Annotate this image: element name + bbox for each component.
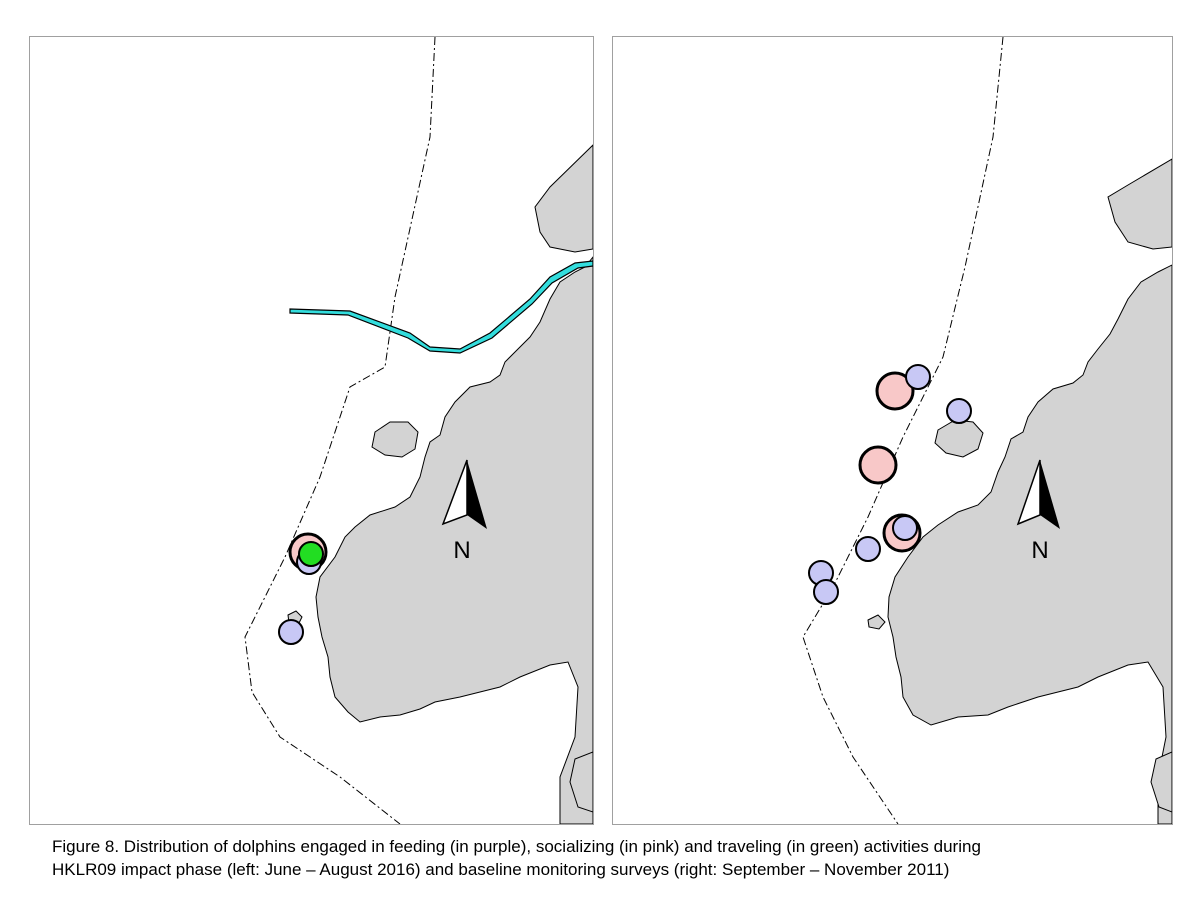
island-south xyxy=(569,751,593,813)
north-label: N xyxy=(453,537,470,564)
north-label: N xyxy=(1031,537,1048,564)
caption-line-2: HKLR09 impact phase (left: June – August… xyxy=(52,860,950,879)
sightings-right xyxy=(808,364,972,605)
sighting-feeding xyxy=(905,364,931,390)
sighting-feeding xyxy=(855,536,881,562)
peninsula xyxy=(934,419,984,458)
sighting-socializing xyxy=(875,371,915,411)
survey-boundary xyxy=(802,37,1004,824)
bridge-alignment xyxy=(289,260,593,354)
sightings-left xyxy=(278,532,328,645)
sighting-feeding xyxy=(813,579,839,605)
north-arrow: N xyxy=(441,459,487,564)
map-left-canvas: N xyxy=(244,37,593,824)
map-right: N xyxy=(612,36,1173,825)
peninsula xyxy=(371,421,419,458)
sighting-feeding xyxy=(892,515,918,541)
map-right-canvas: N xyxy=(802,37,1172,824)
sighting-traveling xyxy=(298,541,324,567)
landmass xyxy=(887,264,1172,824)
island-south xyxy=(1150,751,1172,813)
island-north xyxy=(1107,158,1172,250)
island-north xyxy=(534,144,593,253)
sighting-feeding xyxy=(278,619,304,645)
islet xyxy=(867,614,886,630)
map-left: N xyxy=(29,36,594,825)
north-arrow: N xyxy=(1016,459,1060,564)
sighting-feeding xyxy=(946,398,972,424)
survey-boundary xyxy=(244,37,436,824)
caption-line-1: Figure 8. Distribution of dolphins engag… xyxy=(52,837,981,856)
sighting-socializing xyxy=(858,445,898,485)
figure-caption: Figure 8. Distribution of dolphins engag… xyxy=(52,835,1172,881)
landmass xyxy=(315,256,593,824)
